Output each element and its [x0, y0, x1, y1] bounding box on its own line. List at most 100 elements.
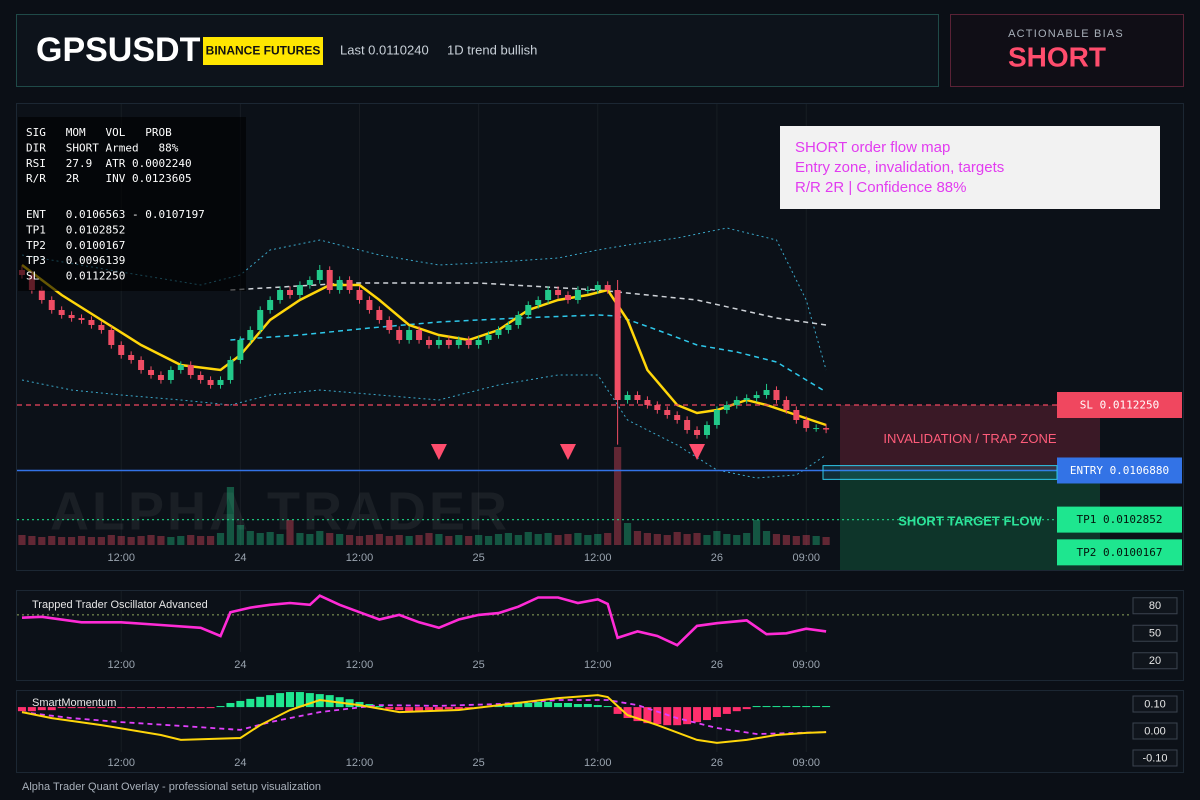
x-tick-label: 12:00 [584, 552, 612, 564]
volume-bar [673, 532, 681, 545]
histogram-bar [702, 707, 711, 721]
volume-bar [723, 534, 731, 545]
histogram-bar [196, 707, 205, 709]
histogram-bar [554, 702, 563, 708]
candle-body [306, 280, 313, 285]
annotation-box [780, 126, 1160, 209]
overlay-line [21, 374, 827, 479]
x-tick-label: 26 [711, 659, 723, 671]
volume-bar [326, 533, 334, 545]
volume-bar [643, 533, 652, 545]
volume-bar [187, 535, 195, 545]
volume-bar [296, 533, 304, 545]
candle-body [296, 285, 303, 295]
sell-signal [689, 444, 706, 460]
x-tick-label: 12:00 [584, 757, 612, 769]
candle-body [316, 270, 323, 280]
histogram-bar [742, 707, 751, 710]
histogram-bar [137, 707, 146, 709]
candle-body [594, 285, 601, 290]
x-tick-label: 09:00 [792, 552, 820, 564]
volume-bar [812, 536, 820, 545]
histogram-bar [643, 707, 652, 724]
volume-bar [604, 533, 612, 545]
volume-bar [395, 535, 403, 545]
pane-title: Trapped Trader Oscillator Advanced [32, 599, 208, 611]
histogram-bar [365, 704, 374, 708]
y-tick-box [1132, 695, 1178, 713]
x-tick-label: 24 [234, 757, 246, 769]
x-tick-label: 25 [473, 552, 485, 564]
volume-bar [38, 537, 46, 545]
candle-body [634, 395, 641, 400]
candle-body [664, 410, 671, 415]
histogram-bar [47, 707, 56, 711]
histogram-bar [563, 702, 572, 708]
histogram-bar [117, 707, 126, 709]
momentum-chart: 12:00 24 12:00 25 12:00 26 09:00 0.10 0.00 -0.10 S… [17, 691, 1178, 769]
histogram-bar [87, 707, 96, 709]
histogram-bar [593, 705, 602, 708]
candle-body [386, 320, 393, 330]
volume-bar [286, 520, 294, 545]
candle-body [247, 330, 254, 340]
annotation-line: SHORT order flow map [795, 139, 950, 156]
candle-body [177, 365, 184, 370]
volume-bar [18, 535, 26, 545]
histogram-bar [206, 707, 215, 709]
volume-bar [683, 534, 691, 545]
candle-body [406, 330, 413, 340]
x-tick-label: 26 [711, 552, 723, 564]
x-tick-label: 24 [234, 552, 246, 564]
candle-body [108, 330, 115, 345]
histogram-bar [603, 706, 612, 708]
histogram-bar [77, 707, 86, 709]
candle-body [336, 280, 343, 290]
y-tick-box [1132, 749, 1178, 767]
candle-body [703, 425, 710, 435]
histogram-bar [97, 707, 106, 709]
candle-body [346, 280, 353, 290]
histogram-bar [534, 701, 543, 708]
bias-value: SHORT [1008, 41, 1106, 72]
overlay-line [230, 314, 827, 393]
candle-body [287, 290, 294, 295]
volume-bar [206, 536, 215, 545]
candle-body [793, 410, 800, 420]
histogram-bar [693, 707, 702, 723]
entry-zone [822, 465, 1058, 480]
candle-body [227, 360, 234, 380]
y-tick-box [1132, 652, 1178, 670]
x-tick-label: 26 [711, 757, 723, 769]
candle-body [48, 300, 55, 310]
candle-body [267, 300, 274, 310]
volume-bar [365, 535, 374, 545]
histogram-bar [454, 707, 463, 710]
candle-body [138, 360, 145, 370]
volume-bar [494, 534, 503, 545]
candle-body [644, 400, 651, 405]
histogram-bar [822, 706, 831, 708]
volume-bar [554, 535, 562, 545]
histogram-bar [295, 692, 304, 708]
candle-body [574, 290, 581, 300]
candle-body [584, 290, 591, 291]
volume-bar [753, 520, 761, 545]
volume-bar [802, 535, 810, 545]
histogram-bar [415, 707, 424, 712]
histogram-bar [27, 707, 36, 712]
volume-bar [246, 531, 254, 545]
histogram-bar [156, 707, 165, 709]
volume-bar [48, 536, 56, 545]
candle-body [783, 400, 790, 410]
volume-bar [743, 533, 751, 545]
candle-body [773, 390, 780, 400]
histogram-bar [633, 707, 642, 722]
candle-body [555, 290, 562, 295]
candle-body [445, 340, 452, 345]
x-tick-label: 09:00 [792, 757, 820, 769]
volume-bar [514, 535, 522, 545]
candle-body [823, 428, 830, 430]
candle-body [396, 330, 403, 340]
